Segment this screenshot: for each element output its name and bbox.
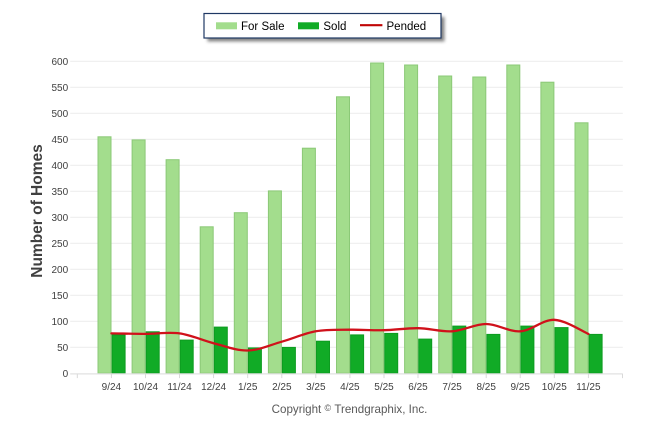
svg-text:350: 350 [52,187,69,198]
svg-text:12/24: 12/24 [201,382,226,393]
svg-text:50: 50 [57,343,69,354]
svg-text:Pended: Pended [387,21,427,33]
svg-text:9/25: 9/25 [510,382,530,393]
svg-text:2/25: 2/25 [272,382,292,393]
svg-text:400: 400 [52,161,69,172]
svg-text:600: 600 [52,57,69,68]
svg-text:11/24: 11/24 [167,382,192,393]
svg-text:6/25: 6/25 [408,382,428,393]
svg-text:1/25: 1/25 [238,382,258,393]
svg-text:9/24: 9/24 [102,382,122,393]
svg-text:250: 250 [52,239,69,250]
svg-text:200: 200 [52,265,69,276]
svg-text:500: 500 [52,109,69,120]
svg-text:300: 300 [52,213,69,224]
svg-text:3/25: 3/25 [306,382,326,393]
svg-text:150: 150 [52,291,69,302]
svg-text:Copyright © Trendgraphix, Inc.: Copyright © Trendgraphix, Inc. [272,403,428,416]
svg-text:Sold: Sold [323,21,346,33]
svg-text:5/25: 5/25 [374,382,394,393]
svg-text:4/25: 4/25 [340,382,360,393]
svg-text:550: 550 [52,83,69,94]
svg-text:450: 450 [52,135,69,146]
svg-text:Number of Homes: Number of Homes [29,144,46,278]
svg-text:11/25: 11/25 [576,382,601,393]
svg-text:100: 100 [52,317,69,328]
svg-text:For Sale: For Sale [241,21,284,33]
svg-text:10/25: 10/25 [542,382,567,393]
svg-text:10/24: 10/24 [133,382,158,393]
svg-text:8/25: 8/25 [476,382,496,393]
svg-text:7/25: 7/25 [442,382,462,393]
svg-text:0: 0 [63,369,69,380]
